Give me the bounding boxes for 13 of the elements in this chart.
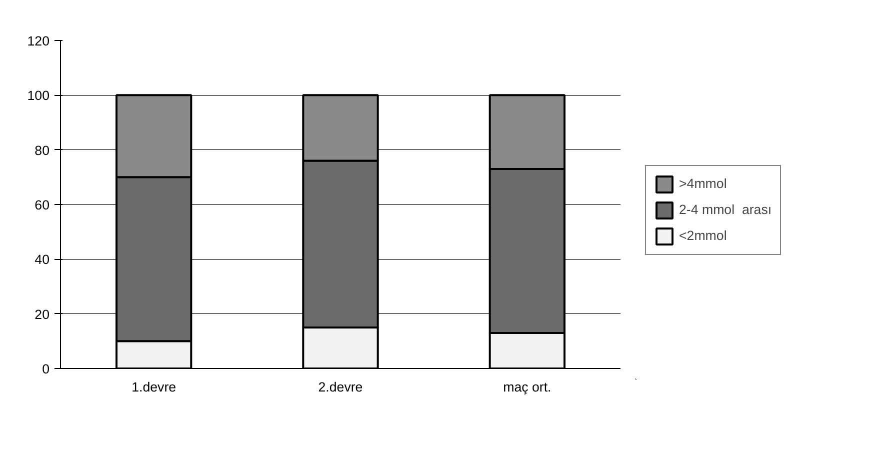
y-tick-label: 100 bbox=[27, 88, 50, 104]
x-tick-label: 1.devre bbox=[132, 380, 176, 394]
y-tick-label: 60 bbox=[34, 198, 50, 212]
legend-label: <2mmol bbox=[679, 228, 727, 243]
y-tick-label: 120 bbox=[27, 34, 50, 48]
x-tick-label: 2.devre bbox=[318, 380, 363, 394]
y-tick-label: 80 bbox=[34, 142, 50, 158]
y-tick-label: 40 bbox=[34, 252, 50, 268]
y-tick-label: 0 bbox=[42, 362, 50, 376]
legend-label: 2-4 mmol arası bbox=[679, 202, 772, 217]
x-tick-label: maç ort. bbox=[503, 380, 552, 394]
legend-label: >4mmol bbox=[679, 176, 727, 191]
y-tick-label: 20 bbox=[34, 306, 50, 322]
